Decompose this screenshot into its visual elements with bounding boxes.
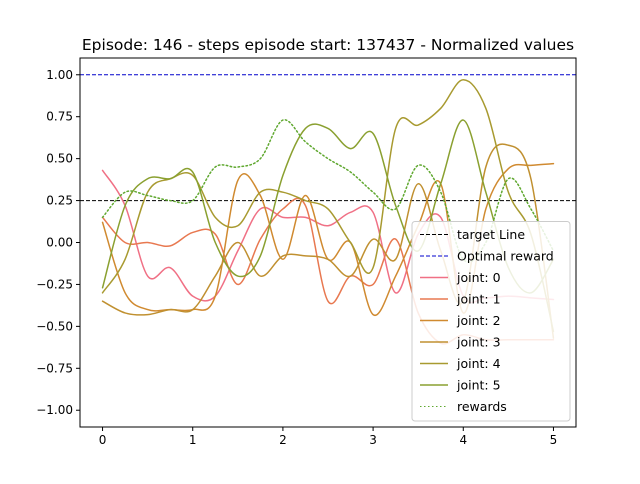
x-tick-label-1: 1 [189,433,197,447]
chart-title: Episode: 146 - steps episode start: 1374… [82,36,574,54]
legend-label-7: joint: 5 [456,378,501,393]
y-tick-label-4: 0.00 [46,236,73,250]
series-line-5 [101,119,555,294]
x-tick-label-5: 5 [550,433,558,447]
legend-box [411,221,571,422]
y-tick-label-1: −0.75 [36,361,73,375]
y-tick-label-5: 0.25 [46,194,73,208]
legend-label-5: joint: 3 [456,335,501,350]
series-line-3 [101,143,555,339]
y-tick-label-0: −1.00 [36,403,73,417]
x-tick-label-2: 2 [279,433,287,447]
y-tick-label-2: −0.50 [36,319,73,333]
y-tick-label-8: 1.00 [46,68,73,82]
legend: target Line Optimal reward joint: 0 joint: … [411,221,571,422]
y-tick-label-7: 0.75 [46,110,73,124]
y-tick-label-3: −0.25 [36,277,73,291]
legend-label-1: Optimal reward [457,249,554,264]
y-tick-label-6: 0.50 [46,152,73,166]
x-tick-label-3: 3 [369,433,377,447]
legend-label-0: target Line [457,227,525,242]
x-tick-label-0: 0 [99,433,107,447]
legend-label-3: joint: 1 [456,292,501,307]
legend-label-4: joint: 2 [456,313,501,328]
series-line-4 [101,79,555,333]
legend-label-6: joint: 4 [456,356,501,371]
legend-label-2: joint: 0 [456,270,501,285]
legend-label-8: rewards [457,399,507,414]
x-tick-label-4: 4 [459,433,467,447]
